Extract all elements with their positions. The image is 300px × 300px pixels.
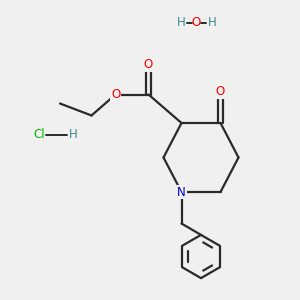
Text: Cl: Cl <box>33 128 45 142</box>
Text: H: H <box>176 16 185 29</box>
Text: O: O <box>216 85 225 98</box>
Text: O: O <box>144 58 153 71</box>
Text: O: O <box>111 88 120 101</box>
Text: O: O <box>192 16 201 29</box>
Text: H: H <box>208 16 217 29</box>
Text: N: N <box>177 185 186 199</box>
Text: H: H <box>69 128 78 142</box>
